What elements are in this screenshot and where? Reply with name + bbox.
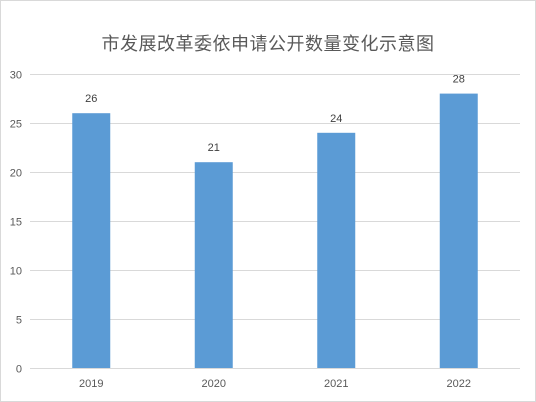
data-label-2022: 28 bbox=[453, 74, 465, 86]
bar-2022 bbox=[439, 93, 478, 368]
x-tick-label-2021: 2021 bbox=[324, 378, 348, 390]
y-tick-label: 10 bbox=[10, 266, 22, 278]
data-label-2019: 26 bbox=[85, 93, 97, 105]
x-axis-tick-labels: 2019 2020 2021 2022 bbox=[79, 378, 471, 390]
x-tick-label-2019: 2019 bbox=[79, 378, 103, 390]
gridlines bbox=[30, 74, 520, 369]
bar-2020 bbox=[194, 162, 233, 368]
data-label-2021: 24 bbox=[330, 113, 342, 125]
data-label-2020: 21 bbox=[208, 142, 220, 154]
y-tick-label: 30 bbox=[10, 70, 22, 82]
data-labels: 26 21 24 28 bbox=[85, 74, 465, 155]
x-tick-label-2020: 2020 bbox=[202, 378, 226, 390]
bar-2021 bbox=[317, 132, 356, 368]
bar-2019 bbox=[72, 113, 111, 368]
bars bbox=[72, 93, 478, 368]
y-axis-tick-labels: 0 5 10 15 20 25 30 bbox=[10, 70, 22, 376]
y-tick-label: 5 bbox=[16, 315, 22, 327]
x-tick-label-2022: 2022 bbox=[447, 378, 471, 390]
y-tick-label: 25 bbox=[10, 119, 22, 131]
y-tick-label: 15 bbox=[10, 217, 22, 229]
chart-title: 市发展改革委依申请公开数量变化示意图 bbox=[101, 34, 435, 55]
y-tick-label: 20 bbox=[10, 168, 22, 180]
y-tick-label: 0 bbox=[16, 364, 22, 376]
